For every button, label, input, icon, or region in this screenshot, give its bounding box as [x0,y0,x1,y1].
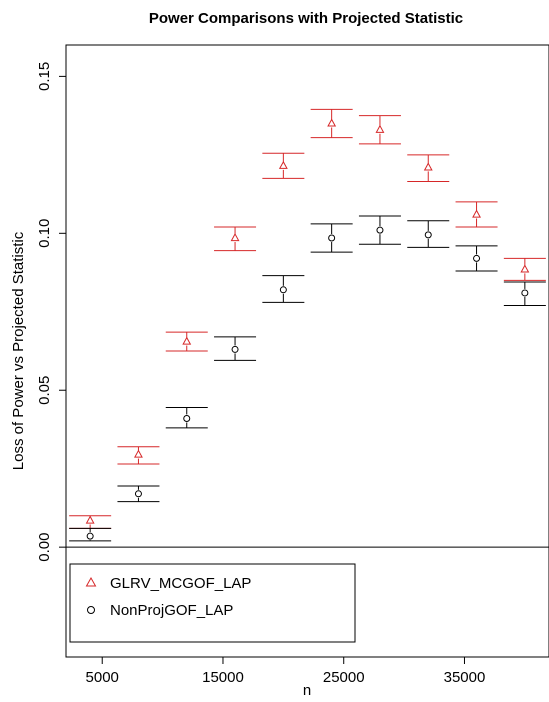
data-point-circle [521,289,529,297]
data-point-circle [231,345,239,353]
legend-label: GLRV_MCGOF_LAP [110,575,251,592]
data-point-triangle [230,232,240,242]
y-tick-label: 0.05 [36,376,53,405]
x-axis-label: n [303,682,311,699]
legend-box [69,563,356,643]
data-point-circle [424,231,432,239]
legend-triangle-icon [85,576,97,587]
legend: GLRV_MCGOF_LAP NonProjGOF_LAP [69,563,356,643]
data-point-circle [279,286,287,294]
x-tick-label: 25000 [323,669,365,686]
data-point-triangle [520,264,530,273]
legend-label: NonProjGOF_LAP [110,602,233,619]
data-point-triangle [85,515,95,524]
data-marks [69,108,546,542]
data-point-circle [473,254,481,262]
y-axis-label: Loss of Power vs Projected Statistic [10,231,27,470]
y-tick-label: 0.10 [36,219,53,248]
y-tick-label: 0.15 [36,62,53,91]
data-point-triangle [423,162,433,171]
data-point-triangle [182,336,192,345]
x-tick-label: 15000 [202,669,244,686]
y-axis: 0.00 0.05 0.10 0.15 [36,62,66,562]
y-tick-label: 0.00 [36,533,53,562]
x-axis: 5000 15000 25000 35000 [86,657,486,686]
data-point-triangle [375,124,385,133]
data-point-circle [376,226,384,234]
plot-frame [65,44,549,658]
legend-circle-icon [87,606,95,614]
data-point-triangle [278,160,288,169]
data-point-triangle [472,209,481,218]
x-tick-label: 5000 [86,669,119,686]
x-tick-label: 35000 [444,669,486,686]
data-point-circle [183,414,191,422]
data-point-circle [134,490,142,498]
data-point-circle [86,532,94,540]
chart-title: Power Comparisons with Projected Statist… [149,10,463,27]
data-point-triangle [134,449,143,458]
data-point-triangle [327,118,337,127]
data-point-circle [328,234,336,242]
